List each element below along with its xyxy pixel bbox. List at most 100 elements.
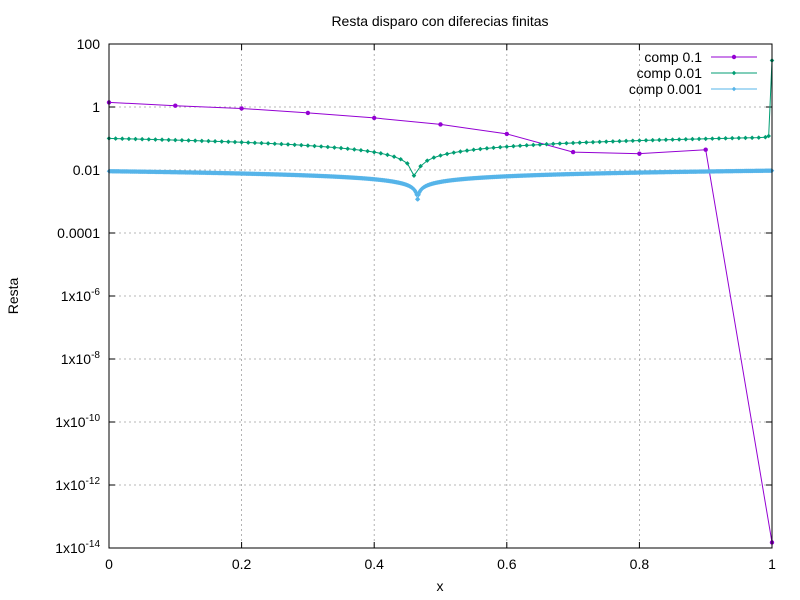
data-point xyxy=(312,143,317,149)
data-point xyxy=(743,135,748,141)
data-point xyxy=(133,136,138,142)
data-point xyxy=(126,136,132,142)
y-tick-label: 0.01 xyxy=(73,162,100,178)
data-point xyxy=(703,147,708,152)
data-point xyxy=(537,142,543,147)
x-tick-label: 0.4 xyxy=(364,556,384,572)
series-comp-0-1 xyxy=(106,100,775,545)
data-point xyxy=(239,139,244,145)
data-point xyxy=(431,155,437,160)
data-point xyxy=(716,136,722,141)
data-point xyxy=(146,137,152,142)
data-point xyxy=(199,138,205,144)
data-point xyxy=(438,153,443,158)
data-point xyxy=(451,150,457,155)
data-point xyxy=(477,146,483,152)
data-point xyxy=(531,142,536,148)
data-point xyxy=(484,146,490,151)
data-point xyxy=(656,137,662,143)
data-point xyxy=(696,136,702,142)
data-point xyxy=(338,145,344,151)
data-point xyxy=(173,103,178,108)
grid-layer xyxy=(108,43,773,549)
legend-label: comp 0.01 xyxy=(637,65,703,81)
x-tick-label: 1 xyxy=(768,556,776,572)
y-tick-label: 1 xyxy=(92,99,100,115)
series-comp-0-01 xyxy=(106,58,775,178)
y-axis-label: Resta xyxy=(5,278,21,315)
data-point xyxy=(723,136,728,141)
data-point xyxy=(292,142,297,148)
x-tick-label: 0.8 xyxy=(630,556,650,572)
data-point xyxy=(438,122,443,127)
data-point xyxy=(272,141,278,147)
data-point xyxy=(564,140,569,146)
data-point xyxy=(663,137,669,143)
data-point xyxy=(577,140,583,145)
y-tick-label: 1x10-14 xyxy=(55,539,100,556)
data-point xyxy=(570,140,576,146)
data-point xyxy=(259,140,264,146)
legend-swatch-marker xyxy=(731,54,737,60)
y-tick-label: 1x10-12 xyxy=(55,476,100,493)
data-point xyxy=(391,154,397,159)
legend-swatch-marker xyxy=(731,70,737,76)
data-point xyxy=(166,137,171,143)
data-point xyxy=(345,146,350,152)
data-point xyxy=(285,142,291,147)
x-tick-labels: 0 0.2 0.4 0.6 0.8 1 xyxy=(105,556,776,572)
data-point xyxy=(550,141,556,147)
x-axis-label: x xyxy=(437,578,444,594)
data-point xyxy=(630,138,636,144)
data-point xyxy=(637,138,642,143)
data-point xyxy=(385,152,390,158)
plot-frame xyxy=(108,43,773,549)
data-point xyxy=(710,136,715,141)
data-point xyxy=(352,147,357,152)
data-point xyxy=(305,143,311,148)
data-point xyxy=(524,143,529,148)
data-point xyxy=(159,137,165,143)
data-point xyxy=(358,147,364,153)
data-point xyxy=(153,137,158,142)
data-point xyxy=(729,135,735,141)
data-point xyxy=(584,140,589,145)
data-point xyxy=(119,136,125,142)
x-tick-label: 0.2 xyxy=(232,556,252,572)
legend-label: comp 0.1 xyxy=(644,49,702,65)
data-point xyxy=(245,140,251,145)
data-point xyxy=(756,135,762,140)
y-tick-label: 1x10-10 xyxy=(55,413,100,430)
data-point xyxy=(173,137,178,143)
data-point xyxy=(491,145,496,151)
data-point xyxy=(232,139,238,145)
y-tick-label: 1x10-8 xyxy=(61,350,101,367)
data-point xyxy=(690,136,695,142)
data-point xyxy=(415,196,421,202)
data-point xyxy=(590,139,596,145)
data-point xyxy=(332,145,337,150)
data-point xyxy=(570,149,576,155)
series-line xyxy=(108,101,773,543)
data-point xyxy=(279,141,284,147)
data-point xyxy=(603,139,609,144)
data-point xyxy=(517,143,523,149)
data-point xyxy=(318,144,324,149)
data-point xyxy=(763,134,768,140)
series-layer xyxy=(106,58,775,545)
data-point xyxy=(766,133,771,139)
data-point xyxy=(471,147,476,153)
data-point xyxy=(617,138,622,144)
data-point xyxy=(405,161,410,166)
data-point xyxy=(372,115,377,121)
data-point xyxy=(398,156,404,162)
data-point xyxy=(113,136,118,141)
data-point xyxy=(252,140,258,146)
data-point xyxy=(597,139,602,145)
data-point xyxy=(458,149,463,154)
data-point xyxy=(610,139,616,144)
data-point xyxy=(325,144,331,150)
data-point xyxy=(212,139,218,144)
data-point xyxy=(637,151,642,156)
